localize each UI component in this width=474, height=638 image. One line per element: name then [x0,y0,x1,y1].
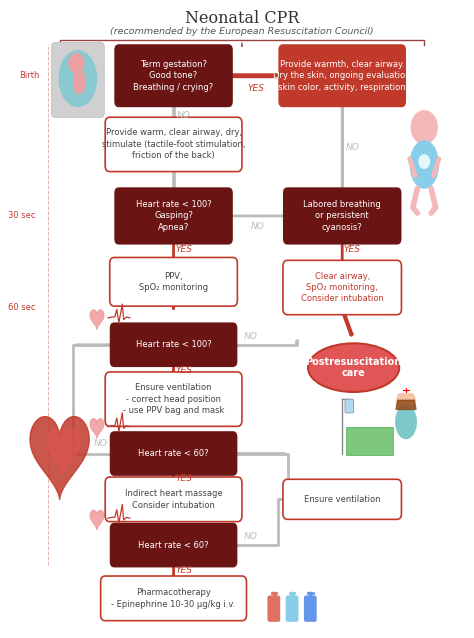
Circle shape [396,389,416,415]
Text: Postresuscitation
care: Postresuscitation care [305,357,402,378]
FancyBboxPatch shape [346,427,393,455]
Polygon shape [398,389,414,392]
Text: YES: YES [344,244,361,254]
Polygon shape [396,400,416,410]
FancyBboxPatch shape [345,399,354,413]
Text: YES: YES [175,244,192,254]
Text: YES: YES [175,566,192,575]
Polygon shape [90,310,104,329]
Text: Term gestation?
Good tone?
Breathing / crying?: Term gestation? Good tone? Breathing / c… [134,60,214,92]
FancyBboxPatch shape [283,188,401,244]
Text: Ensure ventilation: Ensure ventilation [304,495,381,504]
Circle shape [419,154,430,169]
Text: YES: YES [175,366,192,375]
FancyBboxPatch shape [105,372,242,426]
FancyBboxPatch shape [283,479,401,519]
Text: Ensure ventilation
- correct head position
- use PPV bag and mask: Ensure ventilation - correct head positi… [123,383,224,415]
Text: Pharmacotherapy
- Epinephrine 10-30 μg/kg i.v.: Pharmacotherapy - Epinephrine 10-30 μg/k… [111,588,236,609]
Text: Clear airway,
SpO₂ monitoring,
Consider intubation: Clear airway, SpO₂ monitoring, Consider … [301,272,383,304]
Text: NO: NO [244,532,258,541]
Ellipse shape [410,140,439,189]
FancyBboxPatch shape [105,477,242,522]
Circle shape [410,110,438,144]
Text: 30 sec: 30 sec [9,211,36,221]
Polygon shape [47,429,80,475]
FancyBboxPatch shape [51,43,104,117]
Text: PPV,
SpO₂ monitoring: PPV, SpO₂ monitoring [139,272,208,292]
Text: Provide warm, clear airway, dry,
stimulate (tactile-foot stimulation,
friction o: Provide warm, clear airway, dry, stimula… [102,128,246,160]
Text: Birth: Birth [19,71,39,80]
FancyBboxPatch shape [110,523,237,567]
Text: Heart rate < 100?: Heart rate < 100? [136,340,211,349]
Text: NO: NO [94,439,108,448]
Text: 60 sec: 60 sec [9,303,36,312]
Circle shape [68,53,85,73]
Text: Labored breathing
or persistent
cyanosis?: Labored breathing or persistent cyanosis… [303,200,381,232]
FancyBboxPatch shape [267,595,280,622]
FancyBboxPatch shape [100,576,246,621]
Polygon shape [90,419,104,438]
Text: (recommended by the European Resuscitation Council): (recommended by the European Resuscitati… [110,27,374,36]
FancyBboxPatch shape [110,258,237,306]
Ellipse shape [73,68,86,94]
FancyBboxPatch shape [278,44,406,107]
FancyBboxPatch shape [283,260,401,315]
Text: Heart rate < 60?: Heart rate < 60? [138,449,209,458]
Text: NO: NO [177,111,191,121]
Ellipse shape [308,343,399,392]
Ellipse shape [395,405,417,439]
Text: YES: YES [247,84,264,93]
FancyBboxPatch shape [304,595,317,622]
Text: NO: NO [244,332,258,341]
Text: Provide warmth, clear airway.
Dry the skin, ongoing evaluation
(skin color, acti: Provide warmth, clear airway. Dry the sk… [273,60,411,92]
Text: NO: NO [251,222,265,231]
FancyBboxPatch shape [110,431,237,476]
Polygon shape [30,417,89,500]
FancyBboxPatch shape [114,188,233,244]
Text: Heart rate < 100?
Gasping?
Apnea?: Heart rate < 100? Gasping? Apnea? [136,200,211,232]
Polygon shape [90,510,104,530]
FancyBboxPatch shape [110,322,237,367]
FancyBboxPatch shape [286,595,299,622]
Text: Neonatal CPR: Neonatal CPR [185,10,299,27]
Ellipse shape [58,50,97,107]
FancyBboxPatch shape [114,44,233,107]
FancyBboxPatch shape [105,117,242,172]
Text: Heart rate < 60?: Heart rate < 60? [138,540,209,549]
Text: NO: NO [345,143,359,152]
Text: Indirect heart massage
Consider intubation: Indirect heart massage Consider intubati… [125,489,222,510]
Text: YES: YES [175,474,192,483]
